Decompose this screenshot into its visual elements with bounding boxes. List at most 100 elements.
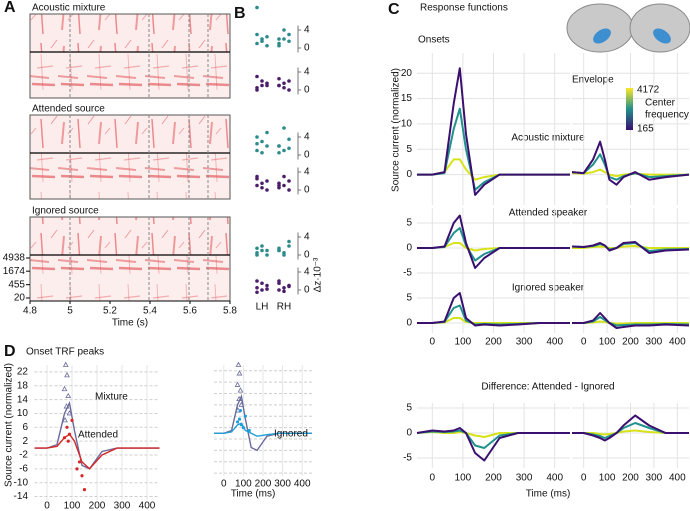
response-line (417, 214, 570, 269)
peak-dot (80, 474, 84, 478)
peak-triangle (234, 381, 241, 387)
dot (260, 281, 264, 286)
dot (282, 253, 286, 257)
y-tick-label: -10 (14, 477, 29, 488)
series-label: Attended (78, 430, 118, 441)
x-tick-label: 300 (114, 501, 131, 511)
dot (255, 279, 259, 283)
response-line (571, 153, 690, 181)
dot (260, 150, 264, 155)
panel-title: Attended source (32, 104, 105, 115)
dot (265, 43, 269, 48)
peak-triangle (62, 417, 68, 423)
row-title: Difference: Attended - Ignored (481, 382, 614, 393)
dot (255, 135, 259, 139)
x-tick-label: 0 (581, 473, 587, 484)
response-line (416, 427, 570, 462)
x-axis-title: Time (ms) (526, 489, 571, 500)
y-tick-label: 0 (406, 243, 412, 254)
dot (277, 248, 281, 253)
dot (282, 126, 286, 130)
peak-triangle (236, 370, 243, 376)
y-tick-label: 22 (17, 367, 29, 378)
y-tick-label: 455 (8, 279, 25, 290)
dot (287, 79, 291, 83)
peak-dot (82, 488, 87, 492)
column-title: Envelope (572, 75, 614, 86)
row-title: Acoustic mixture (511, 133, 585, 144)
dot (255, 32, 259, 37)
y-axis-title: Source current (normalized) (391, 68, 402, 192)
row-title: Ignored speaker (512, 283, 585, 294)
dot (287, 39, 291, 44)
x-axis-title: Time (s) (112, 318, 148, 329)
dot (255, 246, 259, 251)
x-tick-label: 5 (67, 306, 73, 317)
colorbar-label: 165 (637, 124, 654, 135)
dot (282, 289, 286, 294)
y-tick-label: 0 (406, 169, 412, 180)
dot (255, 141, 259, 146)
dot (277, 37, 281, 41)
panel-letter: C (388, 1, 400, 18)
y-tick-label: 4 (304, 232, 310, 243)
x-tick-label: 200 (485, 337, 502, 348)
brain-icons (566, 3, 690, 53)
y-tick-label: 5 (406, 293, 412, 304)
y-tick-label: 0 (406, 428, 412, 439)
peak-triangle (237, 387, 244, 393)
x-tick-label: 0 (44, 501, 50, 511)
dot (277, 76, 281, 81)
dot (265, 179, 269, 183)
dot (282, 148, 286, 153)
panel-title: Ignored source (32, 206, 99, 217)
dot (255, 183, 259, 188)
y-tick-label: 4 (304, 67, 310, 78)
colorbar-title: frequency (645, 110, 689, 121)
y-tick-label: 20 (14, 293, 26, 304)
peak-triangle (61, 385, 68, 392)
x-tick-label: 4.8 (23, 306, 37, 317)
response-line (571, 168, 689, 178)
peak-dot (237, 417, 242, 421)
dot (282, 81, 286, 86)
dot (265, 287, 269, 291)
x-tick-label: 300 (646, 473, 663, 484)
y-tick-label: 4 (304, 25, 310, 36)
peak-dot (238, 408, 243, 413)
y-axis-title: Δz·10⁻³ (313, 257, 324, 292)
x-tick-label: 300 (274, 479, 291, 490)
response-line (572, 312, 690, 329)
x-tick-label: 400 (669, 337, 686, 348)
peak-triangle (65, 392, 72, 399)
dot (260, 139, 264, 144)
x-tick-label: 400 (294, 479, 311, 490)
panel-title: Response functions (420, 3, 508, 14)
spectrogram (29, 254, 231, 302)
panel-title: Onset TRF peaks (26, 347, 104, 358)
dot (255, 5, 259, 10)
y-tick-label: 1674 (3, 266, 26, 277)
x-tick-label: 400 (669, 473, 686, 484)
dot (277, 183, 281, 188)
dot (277, 279, 281, 283)
dot (277, 43, 281, 48)
dot (282, 183, 286, 188)
x-tick-label: 100 (455, 473, 472, 484)
spectrogram (29, 114, 231, 154)
dot (282, 174, 286, 179)
x-tick-label: 400 (139, 501, 156, 511)
x-tick-label: RH (277, 302, 291, 313)
panel-letter: A (4, 0, 16, 16)
y-tick-label: 10 (17, 408, 29, 419)
response-line (571, 140, 690, 186)
x-tick-label: 300 (516, 473, 533, 484)
spectrogram (29, 13, 231, 53)
dot (287, 244, 291, 248)
y-tick-label: 0 (304, 43, 310, 54)
dot (265, 34, 269, 39)
x-tick-label: 100 (235, 479, 252, 490)
y-tick-label: 5 (406, 218, 412, 229)
y-axis-title: Source current (normalized) (4, 363, 15, 487)
dot (260, 288, 264, 292)
